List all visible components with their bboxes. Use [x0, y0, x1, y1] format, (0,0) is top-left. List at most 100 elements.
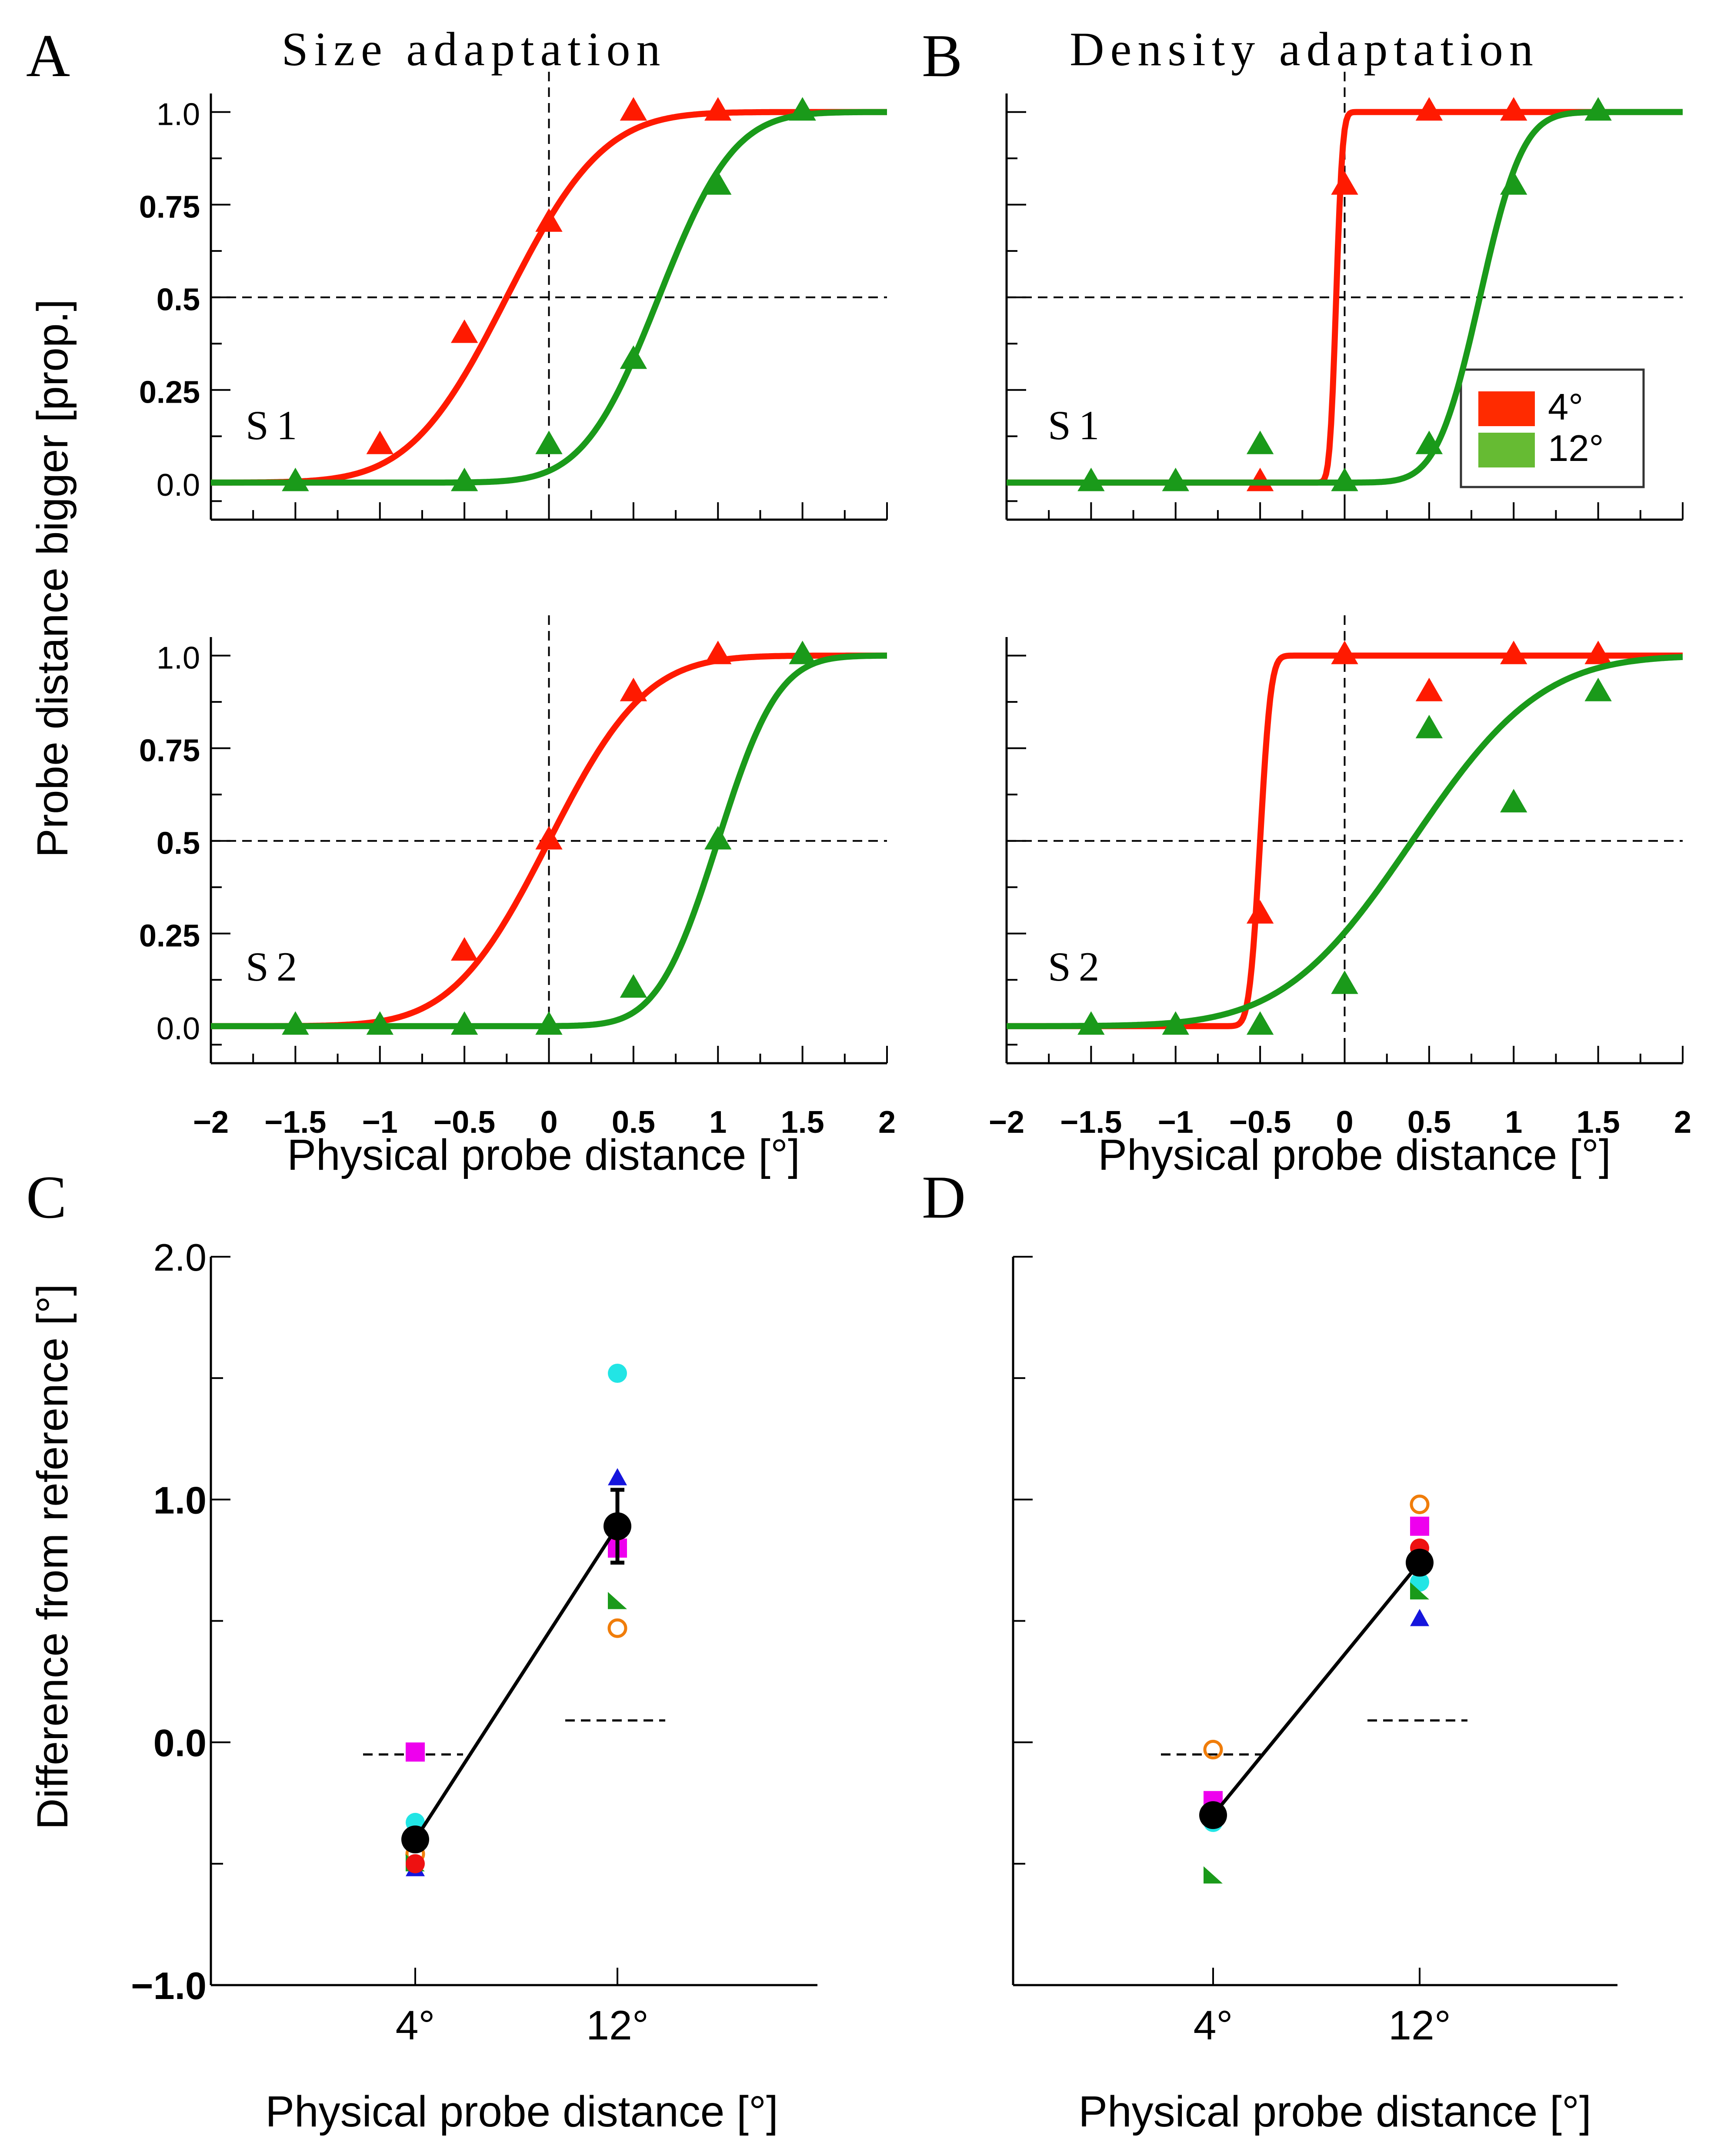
subject-marker-half-triangle: [608, 1592, 627, 1609]
subject-marker-circle: [406, 1854, 425, 1873]
diff-x-axis-label-right: Physical probe distance [°]: [1078, 2087, 1591, 2136]
data-point-4°: [620, 97, 647, 121]
data-point-4°: [535, 208, 563, 232]
legend-label-4deg: 4°: [1548, 387, 1583, 428]
data-point-12°: [1077, 467, 1105, 491]
y-tick-label: 0.0: [157, 1011, 200, 1046]
data-point-12°: [789, 97, 816, 121]
subject-marker-square: [406, 1742, 425, 1762]
title-size-adaptation: Size adaptation: [281, 23, 666, 76]
y-tick-label: −1.0: [131, 1964, 207, 2007]
data-point-4°: [620, 678, 647, 701]
data-point-12°: [450, 1011, 478, 1035]
panel-letter-d: D: [922, 1164, 966, 1231]
y-tick-label: 0.0: [157, 468, 200, 503]
x-tick-label: 0: [1336, 1105, 1353, 1140]
legend-swatch-12deg: [1478, 433, 1535, 467]
legend: 4° 12°: [1460, 368, 1645, 488]
psych-x-axis-label-left: Physical probe distance [°]: [287, 1131, 800, 1179]
legend-swatch-4deg: [1478, 391, 1535, 426]
data-point-12°: [450, 467, 478, 491]
subject-label-a-s2: S2: [246, 944, 305, 990]
x-tick-label: −2: [193, 1105, 229, 1140]
data-point-12°: [1077, 1011, 1105, 1035]
data-point-4°: [1500, 97, 1527, 121]
x-tick-label: −1: [362, 1105, 398, 1140]
data-point-12°: [1162, 467, 1189, 491]
data-point-12°: [1246, 431, 1274, 454]
x-tick-label: 12°: [586, 2002, 649, 2049]
data-point-4°: [1500, 641, 1527, 664]
x-tick-label: −0.5: [1229, 1105, 1291, 1140]
mean-marker: [1199, 1801, 1227, 1829]
psych-plot-b-s1: [1005, 72, 1684, 521]
subject-marker-half-triangle: [1204, 1866, 1223, 1884]
data-point-12°: [282, 467, 309, 491]
mean-line: [413, 1525, 619, 1841]
x-tick-label: 0.5: [612, 1105, 655, 1140]
data-point-12°: [1584, 678, 1612, 701]
data-point-4°: [1584, 641, 1612, 664]
subject-label-a-s1: S1: [246, 402, 305, 448]
x-tick-label: −1: [1158, 1105, 1194, 1140]
subject-marker-open-circle: [607, 1618, 627, 1638]
subject-marker-open-circle: [1410, 1495, 1430, 1514]
data-point-12°: [620, 974, 647, 998]
psych-y-axis-label: Probe distance bigger [prop.]: [28, 299, 77, 858]
y-tick-label: 0.25: [139, 919, 200, 954]
subject-label-b-s1: S1: [1048, 402, 1107, 448]
y-tick-label: 2.0: [153, 1236, 207, 1279]
mean-line: [1211, 1561, 1421, 1816]
data-point-12°: [620, 345, 647, 369]
data-point-12°: [1162, 1011, 1189, 1035]
data-point-12°: [704, 171, 732, 195]
data-point-12°: [1500, 789, 1527, 813]
x-tick-label: 1.5: [781, 1105, 824, 1140]
diff-y-axis-label: Difference from reference [°]: [28, 1284, 77, 1829]
x-tick-label: 2: [1674, 1105, 1691, 1140]
psych-plot-b-s2: −2 −1.5 −1 −0.5 0 0.5 1 1.5 2: [989, 615, 1691, 1140]
mean-marker: [1406, 1549, 1434, 1577]
x-tick-label: 0: [540, 1105, 557, 1140]
psych-plot-a-s1: 0.0 0.25 0.5 0.75 1.0: [139, 72, 889, 521]
data-point-4°: [1331, 641, 1358, 664]
x-tick-label: −2: [989, 1105, 1024, 1140]
data-point-4°: [1246, 900, 1274, 924]
data-point-12°: [704, 826, 732, 850]
data-point-12°: [1331, 970, 1358, 994]
y-tick-label: 0.0: [153, 1722, 207, 1765]
diff-x-axis-label-left: Physical probe distance [°]: [265, 2087, 778, 2136]
plots: 0.0 0.25 0.5 0.75 1.0 0.0 0.25 0.5 0.75 1.0 −2 −1.5…: [131, 72, 1691, 2049]
subject-marker-triangle: [608, 1468, 627, 1485]
subject-marker-square: [1410, 1516, 1429, 1536]
data-point-12°: [366, 1011, 393, 1035]
subject-marker-triangle: [1410, 1609, 1429, 1626]
subject-marker-half-triangle: [1410, 1582, 1429, 1600]
data-point-12°: [535, 431, 563, 454]
y-tick-label: 0.5: [157, 826, 200, 861]
x-tick-label: 1: [1505, 1105, 1522, 1140]
data-point-12°: [1584, 97, 1612, 121]
panel-letter-a: A: [26, 22, 70, 90]
x-tick-label: 2: [878, 1105, 896, 1140]
data-point-12°: [282, 1011, 309, 1035]
data-point-12°: [1415, 431, 1443, 454]
mean-marker: [401, 1826, 429, 1853]
data-point-4°: [535, 826, 563, 850]
subject-label-b-s2: S2: [1048, 944, 1107, 990]
data-point-12°: [1500, 171, 1527, 195]
x-tick-label: 12°: [1388, 2002, 1451, 2049]
x-tick-label: 4°: [396, 2002, 435, 2049]
x-tick-label: 0.5: [1407, 1105, 1451, 1140]
data-point-4°: [450, 319, 478, 343]
subject-marker-circle: [608, 1364, 627, 1383]
data-point-12°: [1331, 467, 1358, 491]
y-tick-label: 0.75: [139, 734, 200, 768]
x-tick-label: −1.5: [264, 1105, 326, 1140]
psych-plot-a-s2: 0.0 0.25 0.5 0.75 1.0 −2 −1.5 −1 −0.5 0 0.5 1 1.5 2: [139, 615, 896, 1140]
data-point-4°: [704, 641, 732, 664]
data-point-12°: [535, 1011, 563, 1035]
data-point-4°: [1331, 171, 1358, 195]
x-tick-label: 1.5: [1577, 1105, 1620, 1140]
